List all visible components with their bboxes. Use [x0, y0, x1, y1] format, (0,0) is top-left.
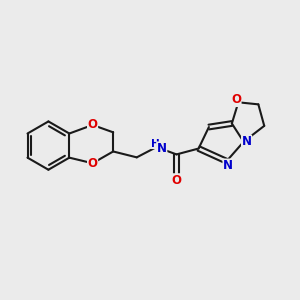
Text: H: H	[151, 139, 159, 148]
Text: N: N	[223, 159, 233, 172]
Text: N: N	[157, 142, 167, 155]
Text: O: O	[172, 174, 182, 187]
Text: O: O	[88, 157, 98, 170]
Text: O: O	[231, 93, 241, 106]
Text: N: N	[242, 135, 252, 148]
Text: O: O	[88, 118, 98, 131]
